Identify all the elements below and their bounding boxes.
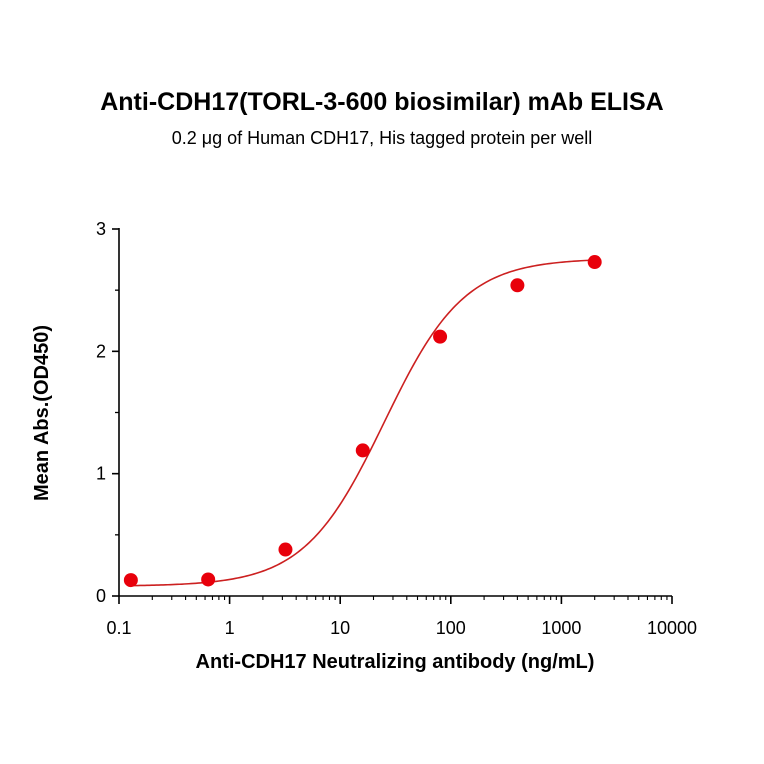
y-tick-label: 0 bbox=[96, 586, 106, 606]
y-axis-label: Mean Abs.(OD450) bbox=[31, 325, 53, 501]
data-point bbox=[201, 572, 216, 587]
x-axis-label: Anti-CDH17 Neutralizing antibody (ng/mL) bbox=[196, 651, 595, 673]
x-tick-label: 0.1 bbox=[106, 618, 131, 638]
x-tick-label: 1 bbox=[225, 618, 235, 638]
data-point bbox=[587, 255, 602, 270]
x-tick-label: 1000 bbox=[541, 618, 581, 638]
axes: 0 1 2 3 0.1 1 10 100 1000 10000 bbox=[96, 219, 697, 638]
x-tick-label: 10000 bbox=[647, 618, 697, 638]
y-tick-label: 1 bbox=[96, 464, 106, 484]
data-point bbox=[278, 542, 293, 557]
data-point bbox=[355, 443, 370, 458]
data-point bbox=[123, 573, 138, 588]
data-point bbox=[510, 278, 525, 293]
data-point bbox=[433, 329, 448, 344]
fit-curve-layer bbox=[130, 259, 595, 587]
x-tick-label: 10 bbox=[330, 618, 350, 638]
y-tick-label: 2 bbox=[96, 341, 106, 361]
data-points-layer bbox=[123, 255, 602, 588]
chart-title: Anti-CDH17(TORL-3-600 biosimilar) mAb EL… bbox=[100, 88, 664, 116]
x-tick-label: 100 bbox=[436, 618, 466, 638]
chart-subtitle: 0.2 μg of Human CDH17, His tagged protei… bbox=[171, 128, 593, 148]
fit-curve bbox=[130, 259, 595, 587]
y-tick-label: 3 bbox=[96, 219, 106, 239]
